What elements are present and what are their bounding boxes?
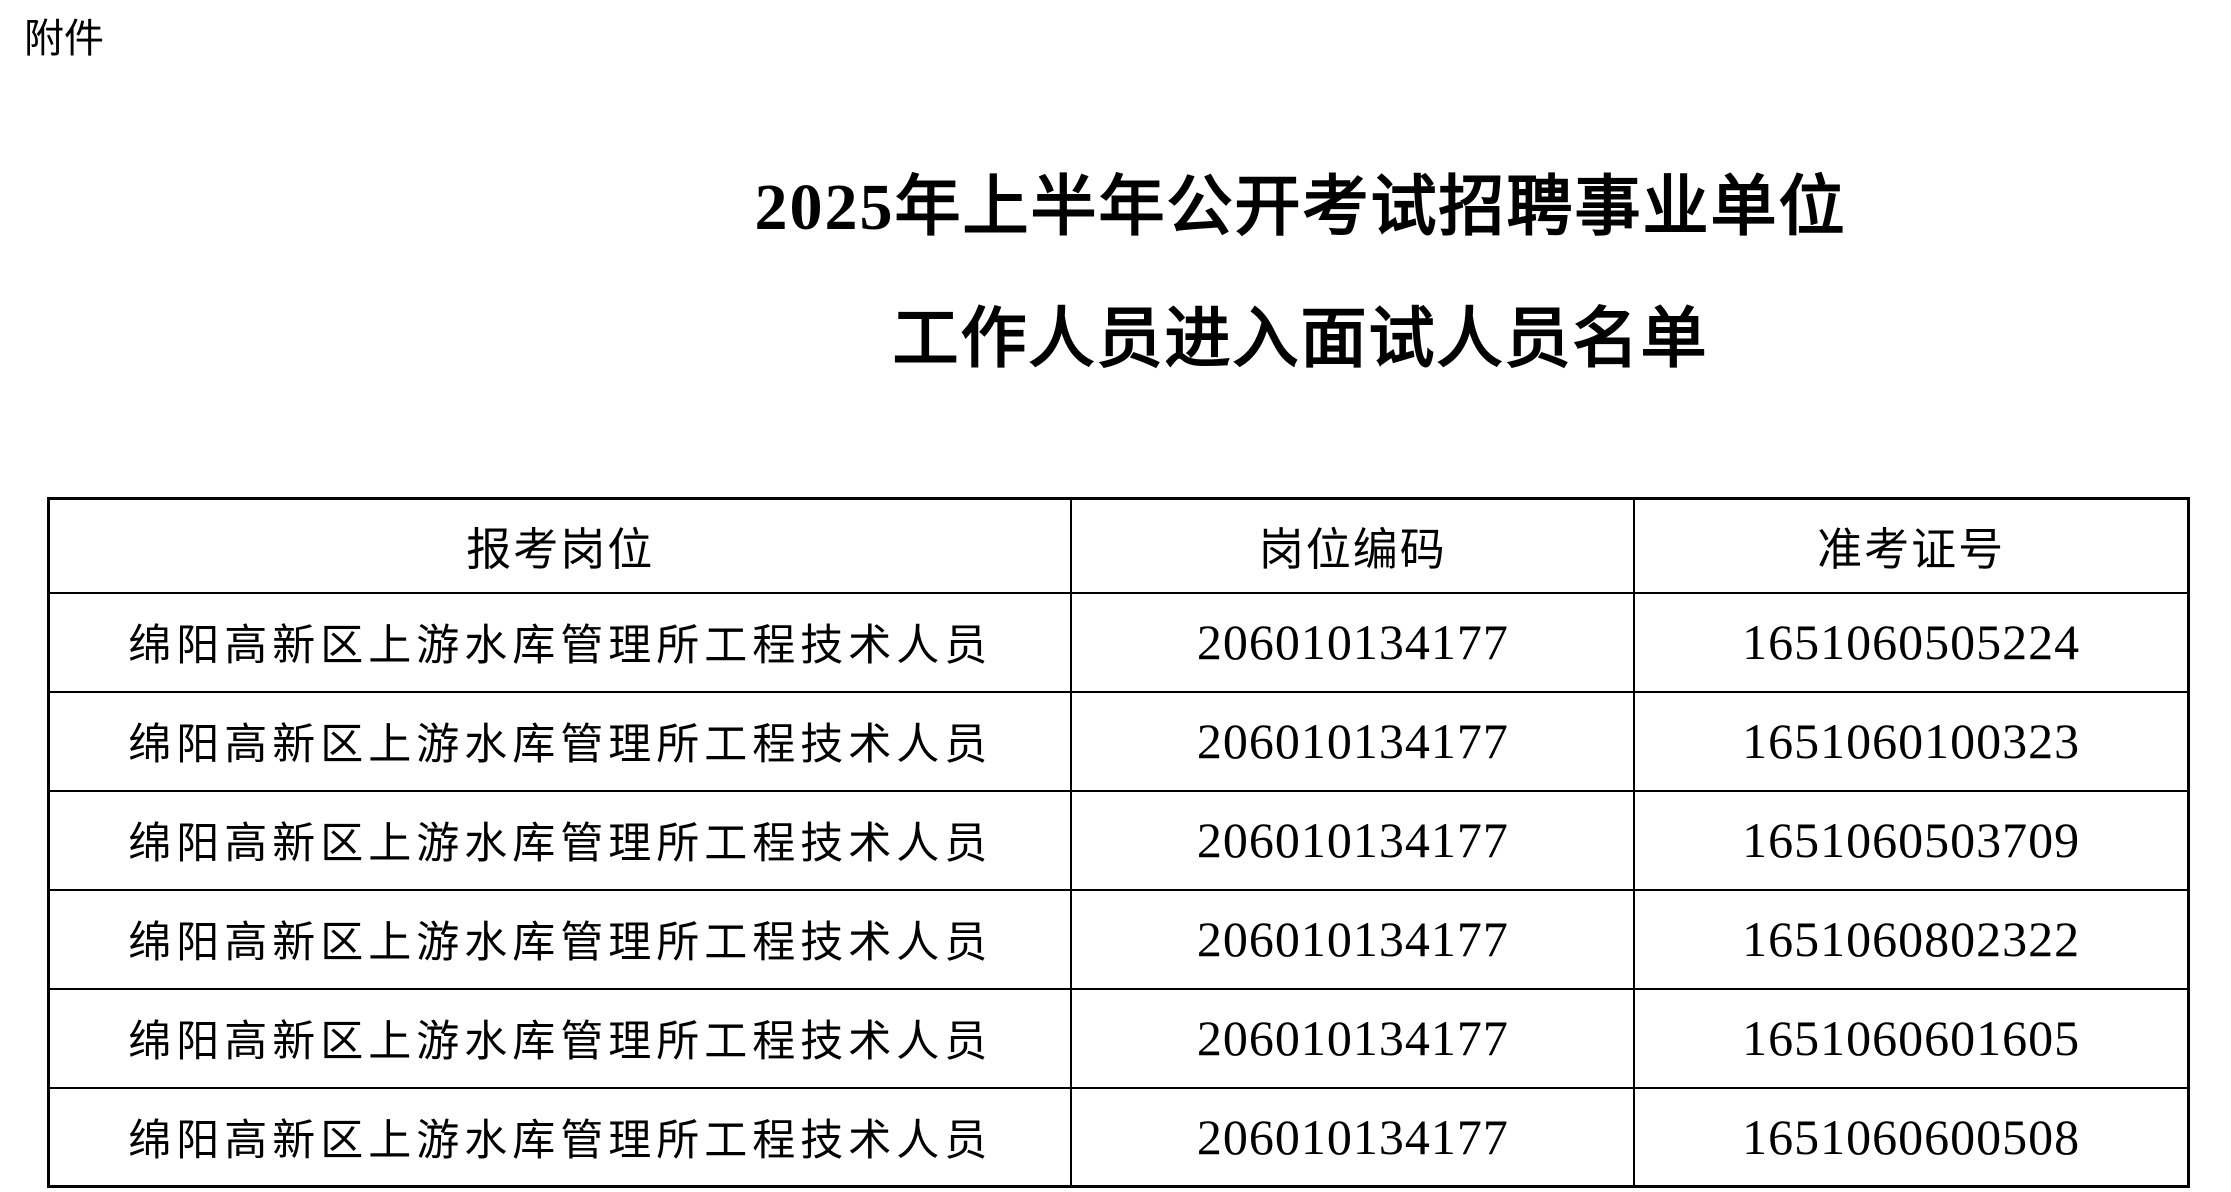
cell-ticket: 1651060503709 <box>1633 789 2190 891</box>
cell-code: 206010134177 <box>1070 1086 1636 1188</box>
attachment-label: 附件 <box>24 17 104 61</box>
table-row: 绵阳高新区上游水库管理所工程技术人员 206010134177 16510606… <box>47 987 2190 1089</box>
column-header-code: 岗位编码 <box>1070 497 1636 594</box>
cell-code: 206010134177 <box>1070 888 1636 990</box>
cell-position: 绵阳高新区上游水库管理所工程技术人员 <box>47 690 1073 792</box>
cell-ticket: 1651060505224 <box>1633 591 2190 693</box>
table-row: 绵阳高新区上游水库管理所工程技术人员 206010134177 16510608… <box>47 888 2190 990</box>
cell-code: 206010134177 <box>1070 690 1636 792</box>
table-row: 绵阳高新区上游水库管理所工程技术人员 206010134177 16510606… <box>47 1086 2190 1188</box>
column-header-ticket: 准考证号 <box>1633 497 2190 594</box>
cell-ticket: 1651060100323 <box>1633 690 2190 792</box>
cell-code: 206010134177 <box>1070 789 1636 891</box>
cell-ticket: 1651060600508 <box>1633 1086 2190 1188</box>
document-title: 2025年上半年公开考试招聘事业单位 工作人员进入面试人员名单 <box>370 142 2231 406</box>
interview-roster-table: 报考岗位 岗位编码 准考证号 绵阳高新区上游水库管理所工程技术人员 206010… <box>47 497 2190 1188</box>
cell-position: 绵阳高新区上游水库管理所工程技术人员 <box>47 591 1073 693</box>
cell-position: 绵阳高新区上游水库管理所工程技术人员 <box>47 888 1073 990</box>
cell-position: 绵阳高新区上游水库管理所工程技术人员 <box>47 1086 1073 1188</box>
document-title-line2: 工作人员进入面试人员名单 <box>892 303 1709 376</box>
table-row: 绵阳高新区上游水库管理所工程技术人员 206010134177 16510601… <box>47 690 2190 792</box>
column-header-position: 报考岗位 <box>47 497 1073 594</box>
cell-code: 206010134177 <box>1070 987 1636 1089</box>
table-row: 绵阳高新区上游水库管理所工程技术人员 206010134177 16510605… <box>47 789 2190 891</box>
table-row: 绵阳高新区上游水库管理所工程技术人员 206010134177 16510605… <box>47 591 2190 693</box>
cell-position: 绵阳高新区上游水库管理所工程技术人员 <box>47 789 1073 891</box>
cell-code: 206010134177 <box>1070 591 1636 693</box>
document-title-line1: 2025年上半年公开考试招聘事业单位 <box>754 171 1847 244</box>
cell-ticket: 1651060802322 <box>1633 888 2190 990</box>
table-header-row: 报考岗位 岗位编码 准考证号 <box>47 497 2190 594</box>
cell-ticket: 1651060601605 <box>1633 987 2190 1089</box>
cell-position: 绵阳高新区上游水库管理所工程技术人员 <box>47 987 1073 1089</box>
